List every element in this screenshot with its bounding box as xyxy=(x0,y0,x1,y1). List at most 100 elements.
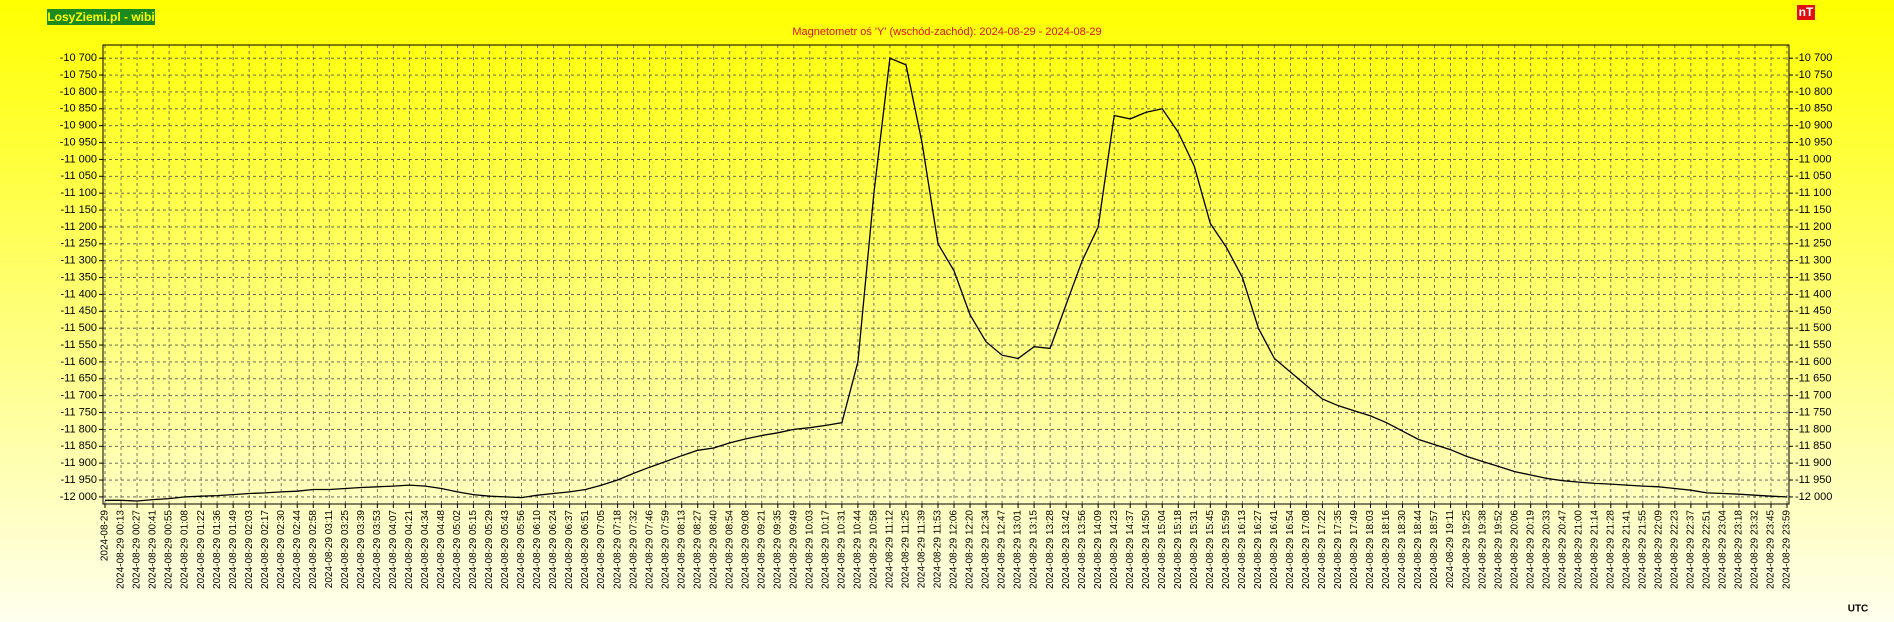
y2-tick-label: -11 550 xyxy=(1795,339,1832,351)
x-tick-label: 2024-08-29 12:06 xyxy=(949,510,960,589)
y-tick-label: -11 000 xyxy=(61,153,98,165)
y2-tick-label: -11 250 xyxy=(1795,238,1832,250)
x-tick-label: 2024-08-29 xyxy=(100,510,111,562)
y-tick-label: -11 550 xyxy=(61,339,98,351)
x-tick-label: 2024-08-29 22:51 xyxy=(1702,510,1713,589)
y2-tick-label: -10 800 xyxy=(1795,86,1832,98)
x-tick-label: 2024-08-29 05:02 xyxy=(452,510,463,589)
unit: nT xyxy=(1799,5,1814,19)
y2-tick-label: -11 000 xyxy=(1795,153,1832,165)
y-tick-label: -10 800 xyxy=(60,86,97,98)
x-tick-label: 2024-08-29 09:21 xyxy=(756,510,767,589)
y2-tick-label: -10 750 xyxy=(1795,69,1832,81)
x-tick-label: 2024-08-29 17:22 xyxy=(1317,510,1328,589)
x-tick-label: 2024-08-29 02:17 xyxy=(260,510,271,589)
x-tick-label: 2024-08-29 22:09 xyxy=(1653,510,1664,589)
x-tick-label: 2024-08-29 18:30 xyxy=(1397,510,1408,589)
brand: LosyZiemi.pl - wibi xyxy=(47,10,154,24)
y-tick-label: -11 900 xyxy=(61,457,98,469)
y2-tick-label: -11 900 xyxy=(1795,457,1832,469)
y2-tick-label: -11 700 xyxy=(1795,390,1832,402)
x-tick-label: 2024-08-29 10:17 xyxy=(820,510,831,589)
x-tick-label: 2024-08-29 01:49 xyxy=(228,510,239,589)
x-tick-label: 2024-08-29 12:47 xyxy=(997,510,1008,589)
y-tick-label: -11 200 xyxy=(61,221,98,233)
x-tick-label: 2024-08-29 13:56 xyxy=(1077,510,1088,589)
y2-tick-label: -11 400 xyxy=(1795,288,1832,300)
x-tick-label: 2024-08-29 13:01 xyxy=(1013,510,1024,589)
x-tick-label: 2024-08-29 06:10 xyxy=(532,510,543,589)
y-tick-label: -11 400 xyxy=(61,288,98,300)
x-tick-label: 2024-08-29 16:27 xyxy=(1253,510,1264,589)
y-tick-label: -11 950 xyxy=(61,474,98,486)
x-tick-label: 2024-08-29 04:21 xyxy=(404,510,415,589)
x-tick-label: 2024-08-29 15:31 xyxy=(1189,510,1200,589)
x-tick-label: 2024-08-29 04:34 xyxy=(420,510,431,589)
x-tick-label: 2024-08-29 13:42 xyxy=(1061,510,1072,589)
y-tick-label: -11 650 xyxy=(61,373,98,385)
x-tick-label: 2024-08-29 20:33 xyxy=(1541,510,1552,589)
x-tick-label: 2024-08-29 18:44 xyxy=(1413,510,1424,589)
chart-title: Magnetometr oś 'Y' (wschód-zachód): 2024… xyxy=(792,26,1101,38)
x-tick-label: 2024-08-29 16:54 xyxy=(1285,510,1296,589)
y-tick-label: -11 500 xyxy=(61,322,98,334)
y-tick-label: -10 850 xyxy=(60,103,97,115)
x-tick-label: 2024-08-29 02:30 xyxy=(276,510,287,589)
x-tick-label: 2024-08-29 21:28 xyxy=(1605,510,1616,589)
x-tick-label: 2024-08-29 15:45 xyxy=(1205,510,1216,589)
x-tick-label: 2024-08-29 04:07 xyxy=(388,510,399,589)
x-tick-label: 2024-08-29 22:23 xyxy=(1670,510,1681,589)
x-tick-label: 2024-08-29 11:25 xyxy=(901,510,912,589)
x-tick-label: 2024-08-29 11:53 xyxy=(933,510,944,589)
x-tick-label: 2024-08-29 06:51 xyxy=(580,510,591,589)
x-tick-label: 2024-08-29 03:39 xyxy=(356,510,367,589)
x-tick-label: 2024-08-29 00:27 xyxy=(132,510,143,589)
y-tick-label: -11 350 xyxy=(61,271,98,283)
y2-tick-label: -11 050 xyxy=(1795,170,1832,182)
y-tick-label: -11 250 xyxy=(61,238,98,250)
x-tick-label: 2024-08-29 16:13 xyxy=(1237,510,1248,589)
x-tick-label: 2024-08-29 18:57 xyxy=(1429,510,1440,589)
x-tick-label: 2024-08-29 19:38 xyxy=(1477,510,1488,589)
x-tick-label: 2024-08-29 03:53 xyxy=(372,510,383,589)
x-tick-label: 2024-08-29 15:59 xyxy=(1221,510,1232,589)
x-tick-label: 2024-08-29 21:00 xyxy=(1573,510,1584,589)
y-tick-label: -11 850 xyxy=(61,440,98,452)
x-tick-label: 2024-08-29 09:49 xyxy=(788,510,799,589)
x-tick-label: 2024-08-29 23:18 xyxy=(1734,510,1745,589)
x-tick-label: 2024-08-29 02:58 xyxy=(308,510,319,589)
y2-tick-label: -11 150 xyxy=(1795,204,1832,216)
x-tick-label: 2024-08-29 01:08 xyxy=(180,510,191,589)
y-tick-label: -11 150 xyxy=(61,204,98,216)
x-tick-label: 2024-08-29 04:48 xyxy=(436,510,447,589)
x-tick-label: 2024-08-29 10:03 xyxy=(804,510,815,589)
x-tick-label: 2024-08-29 07:59 xyxy=(660,510,671,589)
y2-tick-label: -11 650 xyxy=(1795,373,1832,385)
y2-tick-label: -10 900 xyxy=(1795,120,1832,132)
x-tick-label: 2024-08-29 23:59 xyxy=(1782,510,1793,589)
x-tick-label: 2024-08-29 17:08 xyxy=(1301,510,1312,589)
x-tick-label: 2024-08-29 22:37 xyxy=(1686,510,1697,589)
x-tick-label: 2024-08-29 17:35 xyxy=(1333,510,1344,589)
x-tick-label: 2024-08-29 15:18 xyxy=(1173,510,1184,589)
y-tick-label: -10 700 xyxy=(60,52,97,64)
x-tick-label: 2024-08-29 13:15 xyxy=(1029,510,1040,589)
y2-tick-label: -11 350 xyxy=(1795,271,1832,283)
unit-box xyxy=(1797,5,1815,20)
x-tick-label: 2024-08-29 19:52 xyxy=(1493,510,1504,589)
x-tick-label: 2024-08-29 02:44 xyxy=(292,510,303,589)
x-tick-label: 2024-08-29 11:12 xyxy=(885,510,896,589)
y2-tick-label: -11 750 xyxy=(1795,406,1832,418)
x-tick-label: 2024-08-29 07:18 xyxy=(612,510,623,589)
y2-tick-label: -10 950 xyxy=(1795,136,1832,148)
y2-tick-label: -11 100 xyxy=(1795,187,1832,199)
x-tick-label: 2024-08-29 14:37 xyxy=(1125,510,1136,589)
x-tick-label: 2024-08-29 00:13 xyxy=(116,510,127,589)
x-tick-label: 2024-08-29 05:29 xyxy=(484,510,495,589)
y2-tick-label: -10 850 xyxy=(1795,103,1832,115)
x-tick-label: 2024-08-29 14:09 xyxy=(1093,510,1104,589)
y2-tick-label: -11 950 xyxy=(1795,474,1832,486)
x-tick-label: 2024-08-29 19:25 xyxy=(1461,510,1472,589)
y-tick-label: -11 700 xyxy=(61,390,98,402)
y2-tick-label: -11 200 xyxy=(1795,221,1832,233)
